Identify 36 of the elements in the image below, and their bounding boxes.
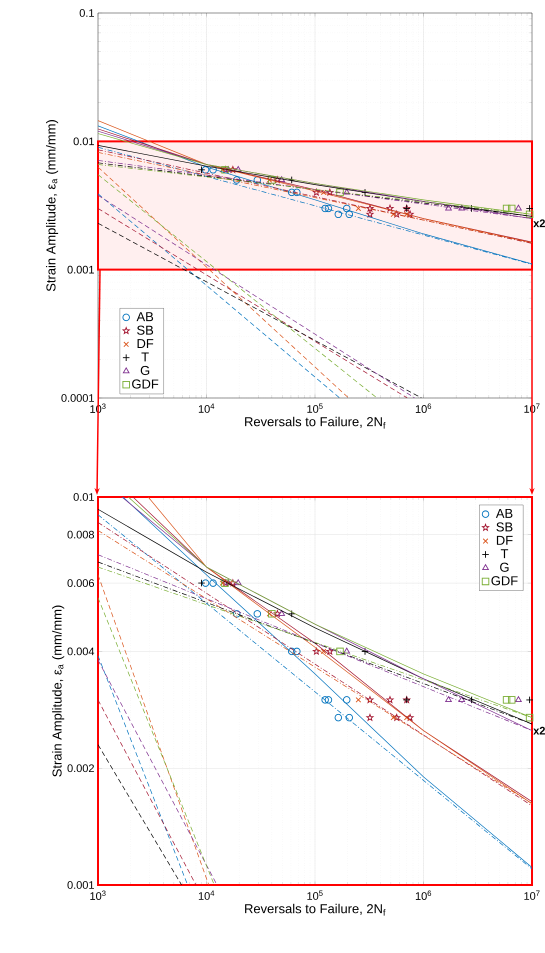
- x-tick-label: 10$^{6}$: [416, 404, 432, 413]
- y-tick-label: 0.01: [74, 493, 94, 501]
- y-tick-label: 0.001: [67, 266, 94, 274]
- x-tick-label: 10$^{4}$: [198, 890, 214, 900]
- legend-label: AB: [136, 312, 154, 322]
- legend-label: DF: [496, 536, 513, 545]
- y-tick-label: 0.002: [67, 764, 94, 772]
- y-tick-label: 0.006: [67, 579, 94, 587]
- legend-label: SB: [496, 522, 512, 532]
- y-axis-title: Strain Amplitude, ε$_{a}$ (mm/mm): [46, 120, 58, 292]
- y-tick-label: 0.001: [67, 881, 94, 889]
- annotation: x2: [533, 726, 545, 734]
- y-tick-label: 0.004: [67, 648, 94, 656]
- x-tick-label: 10$^{3}$: [90, 890, 106, 900]
- annotation: x2: [533, 219, 545, 228]
- legend-label: G: [140, 366, 150, 376]
- x-axis-title: Reversals to Failure, 2N$_{f}$: [245, 904, 386, 916]
- legend-label: SB: [137, 326, 154, 335]
- legend-label: G: [500, 562, 509, 572]
- x-tick-label: 10$^{6}$: [416, 890, 432, 900]
- x-tick-label: 10$^{5}$: [307, 404, 323, 413]
- legend-label: GDF: [132, 379, 158, 389]
- x-tick-label: 10$^{7}$: [524, 890, 540, 900]
- legend-label: AB: [496, 508, 512, 518]
- y-tick-label: 0.008: [67, 530, 94, 538]
- legend-label: T: [141, 352, 149, 362]
- legend-label: T: [500, 549, 508, 558]
- y-tick-label: 0.1: [80, 9, 94, 17]
- x-axis-title: Reversals to Failure, 2N$_{f}$: [245, 416, 386, 429]
- y-tick-label: 0.01: [74, 137, 94, 146]
- legend-label: GDF: [491, 576, 518, 586]
- y-axis-title: Strain Amplitude, ε$_{a}$ (mm/mm): [52, 606, 64, 777]
- x-tick-label: 10$^{5}$: [307, 890, 323, 900]
- x-tick-label: 10$^{4}$: [198, 404, 214, 413]
- legend-label: DF: [138, 339, 154, 348]
- y-tick-label: 0.0001: [61, 394, 94, 402]
